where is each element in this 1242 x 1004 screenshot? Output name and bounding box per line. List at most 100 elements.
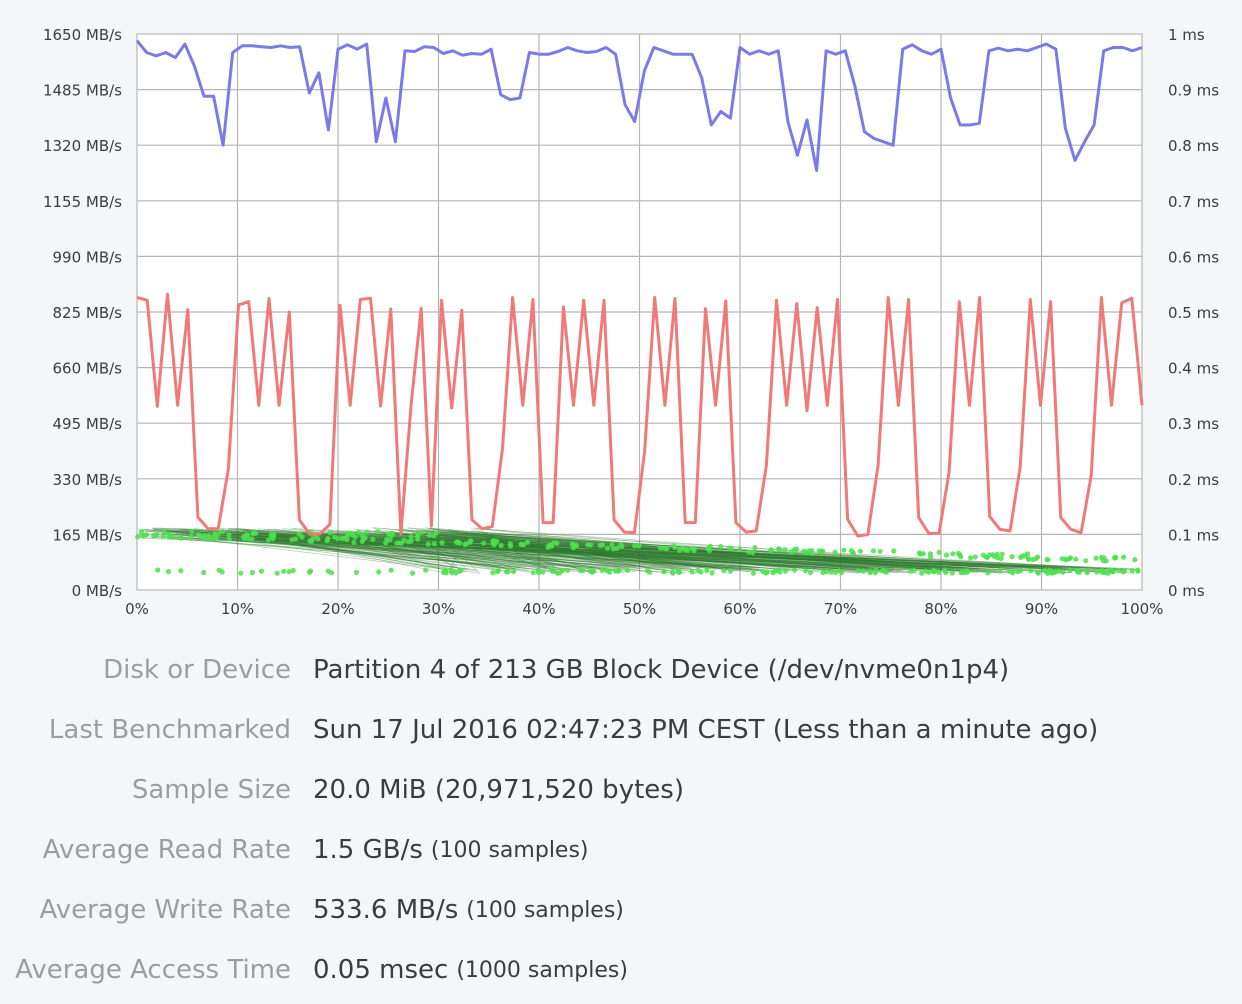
access-point xyxy=(809,548,815,554)
access-point xyxy=(1046,567,1052,574)
access-link xyxy=(233,527,530,573)
access-point xyxy=(155,567,161,573)
access-point xyxy=(959,569,965,575)
x-tick-label: 20% xyxy=(321,600,354,618)
access-point xyxy=(1099,569,1105,575)
access-link xyxy=(184,537,663,569)
access-link xyxy=(216,535,566,571)
access-point xyxy=(750,570,757,576)
access-point xyxy=(414,534,420,540)
access-link xyxy=(260,537,1035,568)
access-link xyxy=(322,538,1081,569)
access-link xyxy=(140,530,998,574)
access-point xyxy=(1033,555,1039,562)
info-value: 533.6 MB/s xyxy=(313,895,459,925)
access-point xyxy=(251,530,257,536)
x-tick-label: 90% xyxy=(1025,600,1058,618)
access-point xyxy=(394,540,400,546)
access-link xyxy=(416,532,717,569)
access-point xyxy=(281,568,287,574)
access-point xyxy=(636,543,642,549)
access-point xyxy=(1098,554,1104,561)
access-point xyxy=(557,570,563,576)
access-link xyxy=(366,537,503,568)
access-point xyxy=(1015,569,1021,575)
access-point xyxy=(828,569,834,575)
access-link xyxy=(259,533,962,568)
access-point xyxy=(599,567,605,574)
access-point xyxy=(749,549,756,556)
access-link xyxy=(448,530,738,572)
access-point xyxy=(1067,556,1073,562)
access-point xyxy=(195,532,201,538)
access-link xyxy=(142,535,778,572)
access-point xyxy=(226,536,232,542)
access-link xyxy=(191,534,717,572)
access-link xyxy=(200,538,735,569)
access-point xyxy=(920,551,927,557)
access-point xyxy=(206,533,212,539)
y-left-tick-label: 330 MB/s xyxy=(53,471,123,489)
access-point xyxy=(201,569,207,576)
access-point xyxy=(549,567,555,574)
y-right-tick-label: 0.7 ms xyxy=(1168,193,1219,211)
access-point xyxy=(619,543,625,550)
access-link xyxy=(418,533,716,570)
y-left-tick-label: 660 MB/s xyxy=(53,360,123,378)
access-point xyxy=(698,569,704,575)
access-point xyxy=(923,568,929,574)
access-point xyxy=(178,568,184,574)
access-link xyxy=(416,529,703,568)
access-link xyxy=(254,538,631,568)
access-point xyxy=(942,567,948,573)
access-point xyxy=(241,535,248,541)
y-right-tick-label: 1 ms xyxy=(1168,26,1205,44)
y-left-tick-label: 1320 MB/s xyxy=(43,137,122,155)
access-link xyxy=(480,538,692,569)
access-point xyxy=(274,570,280,576)
access-link xyxy=(203,537,1074,573)
access-point xyxy=(293,536,299,542)
access-link xyxy=(476,532,692,571)
access-point xyxy=(964,568,970,574)
info-label: Average Read Rate xyxy=(42,835,291,865)
access-point xyxy=(1129,568,1135,574)
access-point xyxy=(362,535,368,541)
access-point xyxy=(574,543,580,549)
access-point xyxy=(375,529,381,535)
access-point xyxy=(832,549,838,555)
access-point xyxy=(329,570,335,576)
access-point xyxy=(265,537,272,543)
access-point xyxy=(664,546,670,552)
access-point xyxy=(286,569,292,575)
access-point xyxy=(376,569,382,575)
access-link xyxy=(391,531,881,574)
access-link xyxy=(415,530,979,569)
access-link xyxy=(202,537,826,572)
x-tick-label: 0% xyxy=(125,600,149,618)
access-point xyxy=(721,568,727,574)
access-point xyxy=(891,548,897,554)
access-point xyxy=(709,570,715,576)
y-right-tick-label: 0 ms xyxy=(1168,582,1205,600)
access-link xyxy=(374,532,517,572)
access-point xyxy=(1026,556,1032,562)
access-point xyxy=(456,568,462,574)
access-link xyxy=(344,530,706,568)
access-point xyxy=(685,547,691,553)
access-point xyxy=(246,536,252,542)
access-link xyxy=(169,537,1038,568)
access-link xyxy=(271,536,887,571)
access-link xyxy=(455,536,756,573)
access-point xyxy=(968,555,974,561)
access-link xyxy=(141,537,1141,571)
info-row-read-rate: Average Read Rate 1.5 GB/s (100 samples) xyxy=(0,820,1242,880)
info-sub: (1000 samples) xyxy=(456,957,628,983)
x-tick-label: 80% xyxy=(924,600,957,618)
access-point xyxy=(296,531,302,537)
access-point xyxy=(718,543,724,550)
info-value: 1.5 GB/s xyxy=(313,835,423,865)
access-link xyxy=(265,536,892,572)
access-point xyxy=(1051,569,1057,575)
access-link xyxy=(439,536,890,572)
